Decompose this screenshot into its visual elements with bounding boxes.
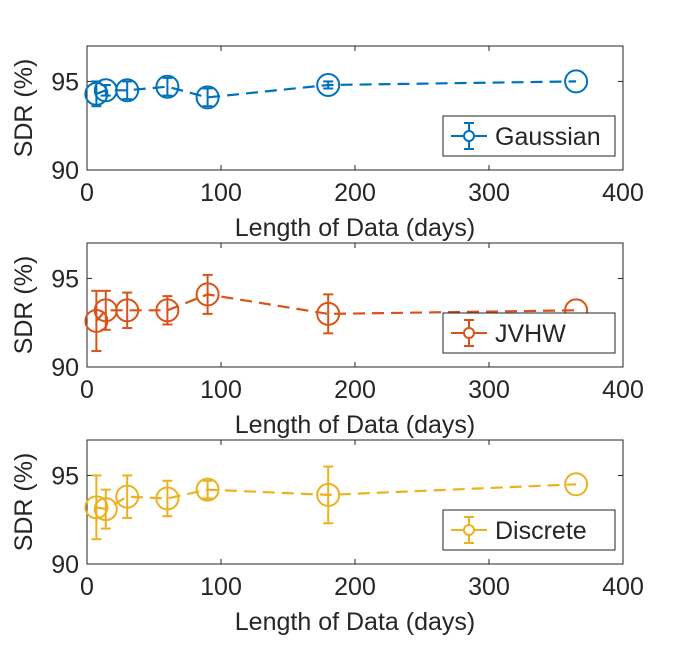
y-axis-label: SDR (%)	[10, 453, 38, 552]
x-axis-label: Length of Data (days)	[235, 608, 475, 636]
data-point	[84, 495, 109, 520]
legend: Discrete	[442, 509, 616, 551]
x-tick-label: 200	[334, 376, 376, 404]
data-point	[316, 301, 341, 326]
data-point	[115, 78, 140, 103]
y-tick-label: 95	[51, 462, 79, 490]
x-tick-label: 0	[80, 179, 94, 207]
x-tick-label: 100	[200, 376, 242, 404]
x-tick-label: 0	[80, 376, 94, 404]
x-axis-label: Length of Data (days)	[235, 411, 475, 439]
legend-marker	[463, 524, 475, 536]
data-point	[316, 72, 341, 97]
legend-marker	[463, 327, 475, 339]
data-point	[115, 298, 140, 323]
data-point	[155, 486, 180, 511]
y-tick-label: 90	[51, 354, 79, 382]
x-tick-label: 100	[200, 573, 242, 601]
x-tick-label: 400	[602, 376, 644, 404]
y-axis-label: SDR (%)	[10, 256, 38, 355]
x-tick-label: 300	[468, 376, 510, 404]
y-tick-label: 95	[51, 68, 79, 96]
chart-panel-gaussian: 0 100 200 300 400 90 95 Length of Data (days) SD…	[10, 45, 644, 242]
chart-panel-discrete: 0 100 200 300 400 90 95 Length of Data (days) SD…	[10, 439, 644, 636]
data-point	[195, 85, 220, 110]
x-tick-label: 300	[468, 179, 510, 207]
y-tick-label: 90	[51, 551, 79, 579]
legend-label: Gaussian	[495, 123, 601, 151]
data-point	[564, 472, 589, 497]
x-tick-label: 400	[602, 573, 644, 601]
y-tick-label: 90	[51, 157, 79, 185]
legend-label: JVHW	[495, 320, 566, 348]
data-point	[155, 298, 180, 323]
data-point	[93, 497, 118, 522]
data-point	[155, 74, 180, 99]
y-axis-label: SDR (%)	[10, 59, 38, 158]
x-tick-label: 0	[80, 573, 94, 601]
data-point	[316, 482, 341, 507]
x-tick-label: 200	[334, 573, 376, 601]
data-point	[115, 484, 140, 509]
chart-panel-jvhw: 0 100 200 300 400 90 95 Length of Data (days) SD…	[10, 242, 644, 439]
legend: Gaussian	[442, 115, 616, 157]
legend-marker	[463, 130, 475, 142]
x-tick-label: 300	[468, 573, 510, 601]
x-tick-label: 200	[334, 179, 376, 207]
data-point	[195, 477, 220, 502]
data-point	[195, 282, 220, 307]
x-axis-label: Length of Data (days)	[235, 214, 475, 242]
x-tick-label: 100	[200, 179, 242, 207]
x-tick-label: 400	[602, 179, 644, 207]
legend-label: Discrete	[495, 517, 587, 545]
legend: JVHW	[442, 312, 616, 354]
y-tick-label: 95	[51, 265, 79, 293]
data-point	[564, 69, 589, 94]
